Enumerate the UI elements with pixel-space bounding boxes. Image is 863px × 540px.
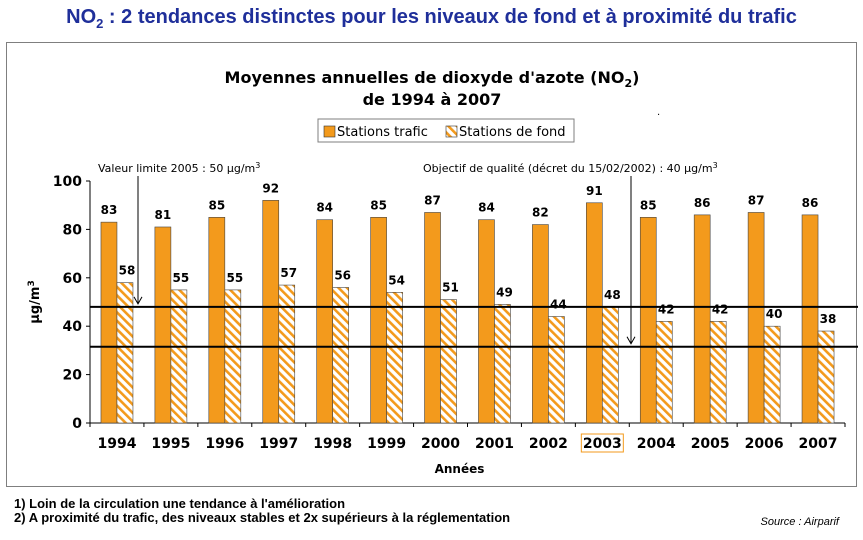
data-label-trafic-2001: 84 (478, 201, 495, 215)
x-tick-label-1994: 1994 (97, 436, 136, 452)
x-tick-label-2000: 2000 (421, 436, 460, 452)
x-tick-label-1999: 1999 (367, 436, 406, 452)
chart-frame: Moyennes annuelles de dioxyde d'azote (N… (6, 42, 858, 487)
x-tick-label-1997: 1997 (259, 436, 298, 452)
bar-trafic-2001 (478, 219, 495, 424)
bar-fond-1995 (170, 289, 188, 424)
x-tick-label-2006: 2006 (745, 436, 784, 452)
legend-label-fond: Stations de fond (459, 125, 566, 140)
bar-fond-2006 (763, 325, 781, 424)
x-tick-label-2001: 2001 (475, 436, 514, 452)
bar-trafic-1994 (100, 221, 118, 424)
x-tick-label-1998: 1998 (313, 436, 352, 452)
y-tick-label: 80 (63, 222, 83, 238)
bar-fond-2001 (494, 304, 511, 424)
bar-fond-2004 (655, 321, 673, 424)
bar-trafic-2006 (747, 212, 765, 424)
data-label-fond-1995: 55 (173, 271, 190, 285)
data-label-trafic-2000: 87 (424, 193, 441, 207)
x-tick-label-1996: 1996 (205, 436, 244, 452)
y-tick-label: 60 (63, 271, 83, 287)
bar-fond-1997 (278, 284, 296, 424)
page-title: NO2 : 2 tendances distinctes pour les ni… (66, 6, 797, 31)
x-axis-label: Années (435, 462, 485, 476)
note-1: 1) Loin de la circulation une tendance à… (14, 496, 346, 511)
x-tick-label-1995: 1995 (151, 436, 190, 452)
bar-fond-1998 (332, 287, 349, 424)
x-tick-label-2004: 2004 (637, 436, 676, 452)
bar-trafic-2002 (532, 224, 549, 424)
x-tick-label-2003: 2003 (583, 436, 622, 452)
bar-fond-2003 (602, 306, 619, 424)
source-label: Source : Airparif (760, 516, 839, 528)
x-tick-label-2002: 2002 (529, 436, 568, 452)
data-label-trafic-2004: 85 (640, 198, 657, 212)
data-label-trafic-2006: 87 (748, 193, 765, 207)
bar-trafic-2005 (693, 214, 711, 424)
bar-trafic-2003 (586, 202, 603, 424)
data-label-fond-1998: 56 (334, 268, 351, 282)
no2-bar-chart: Moyennes annuelles de dioxyde d'azote (N… (27, 68, 858, 476)
y-tick-label: 0 (72, 416, 82, 432)
data-label-fond-1997: 57 (280, 266, 297, 280)
data-label-trafic-1996: 85 (208, 198, 225, 212)
y-axis-label: µg/m3 (27, 280, 43, 323)
data-label-trafic-1994: 83 (101, 203, 118, 217)
data-label-trafic-1999: 85 (370, 198, 387, 212)
data-label-trafic-2007: 86 (802, 196, 819, 210)
data-label-fond-2001: 49 (496, 285, 513, 299)
bar-fond-1996 (224, 289, 242, 424)
data-label-fond-2004: 42 (658, 302, 675, 316)
bar-trafic-1998 (316, 219, 333, 424)
data-label-trafic-2005: 86 (694, 196, 711, 210)
legend-swatch-fond (445, 125, 458, 138)
legend-swatch-trafic (323, 125, 336, 138)
chart-title: Moyennes annuelles de dioxyde d'azote (N… (225, 68, 640, 90)
data-label-trafic-1997: 92 (262, 181, 279, 195)
legend-label-trafic: Stations trafic (337, 125, 428, 140)
data-label-fond-2007: 38 (820, 312, 837, 326)
bar-trafic-2004 (639, 217, 657, 424)
chart-subtitle: de 1994 à 2007 (363, 90, 502, 109)
stray-mark: . (657, 107, 660, 118)
bar-fond-1999 (386, 292, 403, 424)
bar-trafic-1997 (262, 200, 280, 424)
y-tick-label: 40 (63, 319, 83, 335)
data-label-trafic-1995: 81 (155, 208, 172, 222)
data-label-trafic-2002: 82 (532, 206, 549, 220)
data-label-trafic-1998: 84 (316, 201, 333, 215)
highlight-box-2003 (580, 433, 624, 453)
bar-trafic-1999 (370, 217, 387, 424)
bar-fond-1994 (116, 282, 134, 424)
y-tick-label: 20 (63, 368, 83, 384)
x-tick-label-2007: 2007 (799, 436, 838, 452)
reference-label-2: Objectif de qualité (décret du 15/02/200… (423, 161, 718, 175)
bar-fond-2000 (440, 299, 457, 424)
bar-fond-2005 (709, 321, 727, 424)
data-label-trafic-2003: 91 (586, 184, 603, 198)
bar-fond-2007 (817, 330, 835, 424)
bar-trafic-1996 (208, 217, 226, 424)
data-label-fond-1999: 54 (388, 273, 405, 287)
y-tick-label: 100 (53, 174, 82, 190)
note-2: 2) A proximité du trafic, des niveaux st… (14, 510, 511, 525)
bar-trafic-2007 (801, 214, 819, 424)
data-label-fond-2000: 51 (442, 281, 459, 295)
data-label-fond-2003: 48 (604, 288, 621, 302)
data-label-fond-2005: 42 (712, 302, 729, 316)
bar-fond-2002 (548, 316, 565, 424)
bar-trafic-2000 (424, 212, 441, 424)
data-label-fond-2002: 44 (550, 298, 567, 312)
data-label-fond-1996: 55 (226, 271, 243, 285)
x-tick-label-2005: 2005 (691, 436, 730, 452)
data-label-fond-1994: 58 (119, 264, 136, 278)
bar-trafic-1995 (154, 226, 172, 424)
reference-arrowhead-1 (133, 296, 143, 305)
reference-label-1: Valeur limite 2005 : 50 µg/m3 (98, 161, 260, 175)
data-label-fond-2006: 40 (766, 307, 783, 321)
reference-arrowhead-2 (626, 336, 636, 345)
